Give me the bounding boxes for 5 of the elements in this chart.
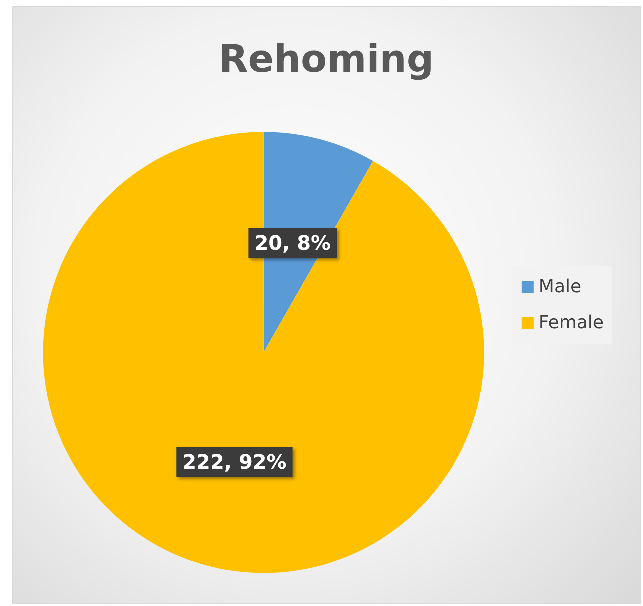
chart-title: Rehoming	[218, 37, 434, 81]
data-label: 222, 92%	[182, 450, 287, 474]
legend-label: Male	[538, 276, 582, 298]
data-label: 20, 8%	[254, 231, 332, 256]
legend-label: Female	[538, 312, 604, 334]
